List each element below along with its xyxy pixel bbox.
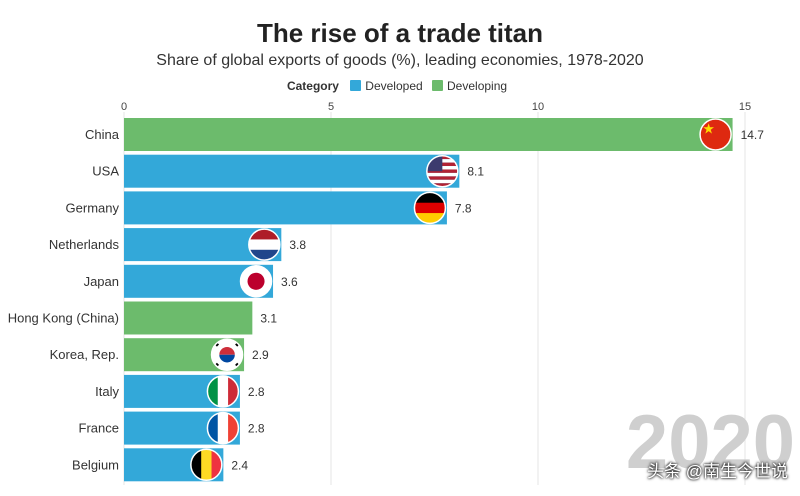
category-label: China bbox=[85, 127, 120, 142]
legend-item-developed: Developed bbox=[350, 79, 423, 93]
category-label: USA bbox=[92, 164, 119, 179]
category-label: Hong Kong (China) bbox=[8, 311, 119, 326]
bar-row: Italy 2.8 bbox=[95, 374, 265, 408]
value-label: 3.8 bbox=[289, 238, 306, 252]
category-label: Netherlands bbox=[49, 237, 120, 252]
korea-flag-icon bbox=[210, 338, 244, 371]
bar bbox=[124, 191, 447, 225]
legend: Category Developed Developing bbox=[0, 79, 800, 93]
bar bbox=[124, 118, 733, 151]
category-label: Italy bbox=[95, 384, 119, 399]
bar-row: France 2.8 bbox=[79, 411, 265, 445]
legend-item-developing: Developing bbox=[432, 79, 507, 93]
value-label: 7.8 bbox=[455, 201, 472, 215]
value-label: 14.7 bbox=[741, 128, 765, 142]
x-tick-label: 10 bbox=[532, 101, 544, 113]
china-flag-icon: ★ bbox=[699, 118, 732, 151]
bar-row: Netherlands 3.8 bbox=[49, 228, 306, 262]
value-label: 2.8 bbox=[248, 422, 265, 436]
svg-text:★: ★ bbox=[702, 121, 715, 137]
netherlands-flag-icon bbox=[248, 228, 281, 261]
bar-row: China 14.7 ★ bbox=[85, 118, 764, 151]
watermark: 头条 @南生今世说 bbox=[647, 462, 788, 481]
bar-row: Japan 3.6 bbox=[84, 264, 298, 298]
bar-row: Belgium 2.4 bbox=[72, 448, 248, 482]
usa-flag-icon bbox=[426, 154, 459, 188]
italy-flag-icon bbox=[206, 375, 240, 408]
chart-title: The rise of a trade titan bbox=[256, 18, 544, 48]
x-tick-label: 5 bbox=[328, 101, 334, 113]
year-label: 2020 bbox=[626, 400, 795, 485]
x-tick-label: 15 bbox=[739, 101, 751, 113]
germany-flag-icon bbox=[413, 191, 447, 225]
value-label: 2.4 bbox=[231, 458, 248, 472]
bar bbox=[124, 301, 253, 335]
legend-title: Category bbox=[286, 79, 339, 93]
legend-swatch-developing bbox=[432, 80, 444, 91]
value-label: 2.9 bbox=[252, 348, 269, 362]
x-tick-label: 0 bbox=[121, 101, 127, 113]
bar bbox=[124, 154, 460, 188]
category-label: Germany bbox=[66, 200, 120, 215]
bars: China 14.7 ★ USA 8.1 Germany 7.8 Netherlands 3.8… bbox=[8, 118, 764, 482]
japan-flag-icon bbox=[239, 265, 273, 298]
france-flag-icon bbox=[206, 411, 240, 445]
value-label: 8.1 bbox=[467, 165, 484, 179]
bar-row: USA 8.1 bbox=[92, 154, 484, 188]
category-label: France bbox=[79, 421, 119, 436]
bar-row: Germany 7.8 bbox=[66, 191, 472, 225]
x-axis-ticks: 0 5 10 15 bbox=[121, 101, 751, 113]
category-label: Korea, Rep. bbox=[50, 347, 119, 362]
category-label: Japan bbox=[84, 274, 119, 289]
chart-subtitle: Share of global exports of goods (%), le… bbox=[156, 52, 644, 69]
legend-label-developing: Developing bbox=[447, 79, 508, 93]
bar-row: Korea, Rep. 2.9 bbox=[50, 338, 269, 372]
belgium-flag-icon bbox=[190, 448, 223, 482]
value-label: 2.8 bbox=[248, 385, 265, 399]
value-label: 3.1 bbox=[260, 312, 277, 326]
value-label: 3.6 bbox=[281, 275, 298, 289]
legend-label-developed: Developed bbox=[365, 79, 423, 93]
bar-row: Hong Kong (China) 3.1 bbox=[8, 301, 277, 335]
category-label: Belgium bbox=[72, 457, 119, 472]
legend-swatch-developed bbox=[350, 80, 362, 91]
